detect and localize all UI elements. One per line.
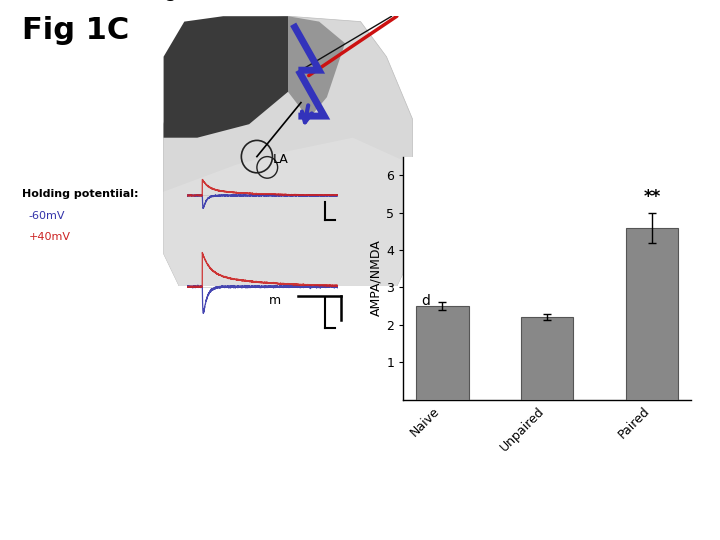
Bar	[626, 228, 678, 400]
Polygon shape	[288, 16, 345, 119]
Text: LA: LA	[272, 153, 288, 166]
Polygon shape	[163, 138, 413, 286]
Text: Fig 1C: Fig 1C	[22, 16, 129, 45]
Bar	[416, 306, 469, 400]
Text: c: c	[163, 0, 174, 5]
Text: d: d	[421, 294, 430, 308]
Text: m: m	[269, 294, 281, 307]
Bar	[521, 318, 573, 400]
Text: **: **	[643, 188, 660, 206]
Y-axis label: AMPA/NMDA: AMPA/NMDA	[369, 240, 382, 316]
Text: Holding potentiial:: Holding potentiial:	[22, 189, 138, 199]
Text: +40mV: +40mV	[29, 232, 71, 242]
Polygon shape	[163, 16, 288, 138]
Text: -60mV: -60mV	[29, 211, 66, 221]
Polygon shape	[163, 16, 413, 286]
